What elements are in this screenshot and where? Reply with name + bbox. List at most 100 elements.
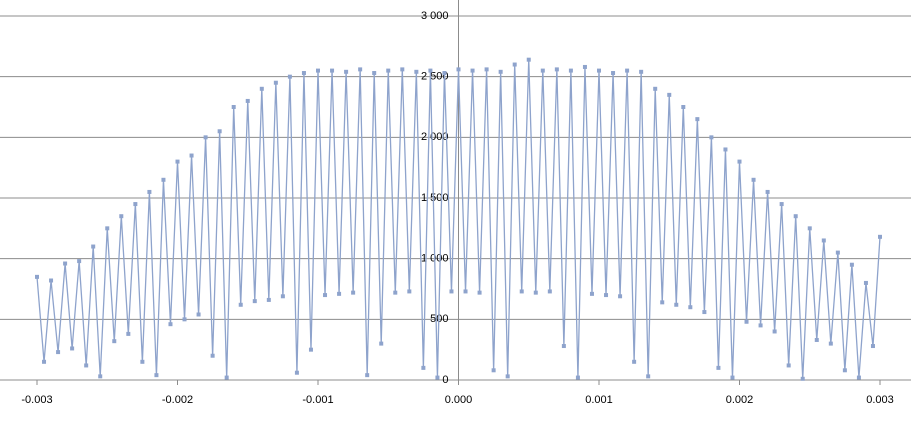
- point: [442, 71, 447, 76]
- point: [84, 363, 89, 368]
- point: [252, 299, 257, 304]
- point: [372, 71, 377, 76]
- point: [49, 278, 54, 283]
- point: [308, 347, 313, 352]
- x-tick-label: 0.003: [866, 394, 894, 406]
- point: [786, 363, 791, 368]
- point: [660, 300, 665, 305]
- point: [316, 68, 320, 73]
- point: [35, 274, 39, 279]
- point: [758, 323, 763, 328]
- point: [456, 67, 461, 72]
- point: [98, 374, 103, 379]
- point: [63, 261, 68, 266]
- point: [597, 68, 601, 73]
- point: [674, 302, 679, 307]
- point: [351, 290, 356, 295]
- point: [126, 331, 131, 336]
- point: [77, 259, 82, 264]
- point: [863, 280, 868, 285]
- point: [407, 289, 412, 294]
- point: [337, 291, 342, 296]
- point: [189, 153, 194, 158]
- point: [856, 375, 861, 380]
- point: [435, 375, 440, 380]
- point: [547, 289, 552, 294]
- point: [477, 290, 482, 295]
- point: [365, 373, 370, 378]
- point: [42, 359, 47, 364]
- point: [386, 68, 391, 73]
- point: [224, 375, 229, 380]
- point: [210, 353, 215, 358]
- point: [878, 234, 882, 239]
- point: [772, 329, 777, 334]
- point: [688, 305, 693, 310]
- point: [140, 359, 145, 364]
- point: [266, 297, 271, 302]
- point: [575, 375, 580, 380]
- point: [294, 370, 299, 375]
- point: [737, 159, 742, 164]
- point: [730, 375, 735, 380]
- point: [344, 69, 349, 74]
- point: [744, 319, 749, 324]
- point: [589, 291, 594, 296]
- point: [498, 69, 503, 74]
- point: [330, 68, 335, 73]
- y-tick-label: 2 000: [421, 131, 449, 143]
- point: [428, 68, 433, 73]
- point: [695, 117, 700, 122]
- point: [604, 293, 609, 298]
- point: [765, 189, 770, 194]
- point: [273, 80, 278, 85]
- point: [814, 337, 819, 342]
- point: [196, 312, 201, 317]
- point: [449, 289, 454, 294]
- point: [639, 69, 644, 74]
- point: [259, 86, 264, 91]
- point: [323, 293, 328, 298]
- point: [119, 214, 124, 219]
- y-tick-label: 1 500: [421, 192, 449, 204]
- point: [526, 57, 531, 62]
- point: [667, 92, 672, 97]
- point: [519, 289, 524, 294]
- point: [133, 202, 138, 207]
- point: [105, 226, 110, 231]
- point: [709, 135, 714, 140]
- point: [807, 226, 812, 231]
- point: [779, 202, 784, 207]
- point: [414, 69, 419, 74]
- point: [463, 289, 468, 294]
- point: [56, 350, 61, 355]
- point: [793, 214, 798, 219]
- point: [400, 67, 405, 72]
- x-tick-label: -0.001: [302, 394, 333, 406]
- point: [182, 317, 187, 322]
- point: [681, 105, 686, 109]
- point: [280, 294, 285, 299]
- point: [245, 98, 250, 103]
- point: [161, 177, 166, 182]
- point: [112, 339, 117, 344]
- point: [421, 365, 426, 370]
- point: [393, 290, 398, 295]
- point: [484, 67, 489, 72]
- x-tick-label: -0.003: [21, 394, 52, 406]
- point: [835, 250, 840, 255]
- point: [716, 365, 721, 370]
- point: [632, 359, 637, 364]
- point: [154, 373, 159, 378]
- point: [540, 68, 545, 73]
- point: [702, 310, 707, 315]
- point: [358, 67, 363, 72]
- point: [301, 71, 306, 76]
- point: [849, 262, 854, 267]
- point: [203, 135, 208, 140]
- point: [653, 86, 658, 91]
- point: [238, 302, 243, 307]
- point: [231, 105, 236, 109]
- point: [147, 189, 152, 194]
